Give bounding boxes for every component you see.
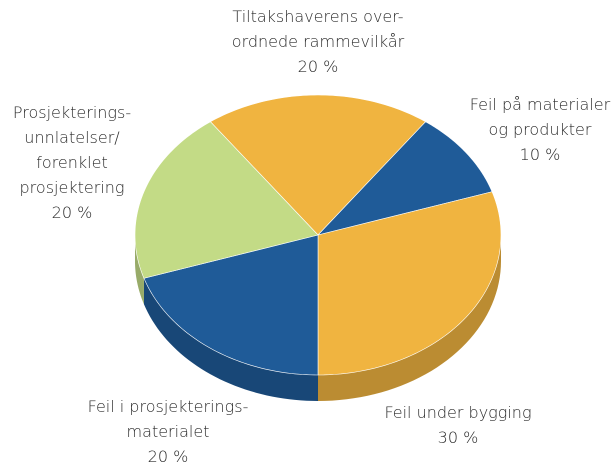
label-line: Feil i prosjekterings- <box>88 397 249 416</box>
slice <box>134 121 319 279</box>
slice <box>317 121 493 236</box>
slice-label: Feil i prosjekterings-materialet <box>88 397 249 441</box>
slice-label: Prosjekterings-unnlatelser/forenklet pros… <box>13 103 131 197</box>
label-line: prosjektering <box>20 178 125 197</box>
label-line: materialet <box>127 422 210 441</box>
label-line: Prosjekterings- <box>13 103 131 122</box>
value-label: 20 % <box>298 57 339 76</box>
label-line: unnlatelser/ <box>24 128 120 147</box>
slice <box>143 234 319 376</box>
label-line: og produkter <box>489 120 592 139</box>
value-label: 30 % <box>438 428 479 447</box>
label-line: ordnede rammevilkår <box>232 32 405 51</box>
slice-label: Tiltakshaverens over-ordnede rammevilkår <box>232 7 405 51</box>
label-line: forenklet <box>36 153 107 172</box>
slice-side <box>318 235 501 401</box>
value-label: 20 % <box>52 203 93 222</box>
slice-label: Feil på materialer og produkter <box>470 95 611 139</box>
slice-label: Feil under bygging <box>384 403 531 422</box>
slice <box>317 191 502 376</box>
label-line: Tiltakshaverens over- <box>232 7 403 26</box>
value-label: 20 % <box>148 447 189 466</box>
slice-side <box>143 278 318 401</box>
label-line: Feil på materialer <box>470 95 611 114</box>
label-line: Feil under bygging <box>384 403 531 422</box>
value-label: 10 % <box>520 145 561 164</box>
slice-side <box>135 235 144 305</box>
slice <box>209 94 427 236</box>
